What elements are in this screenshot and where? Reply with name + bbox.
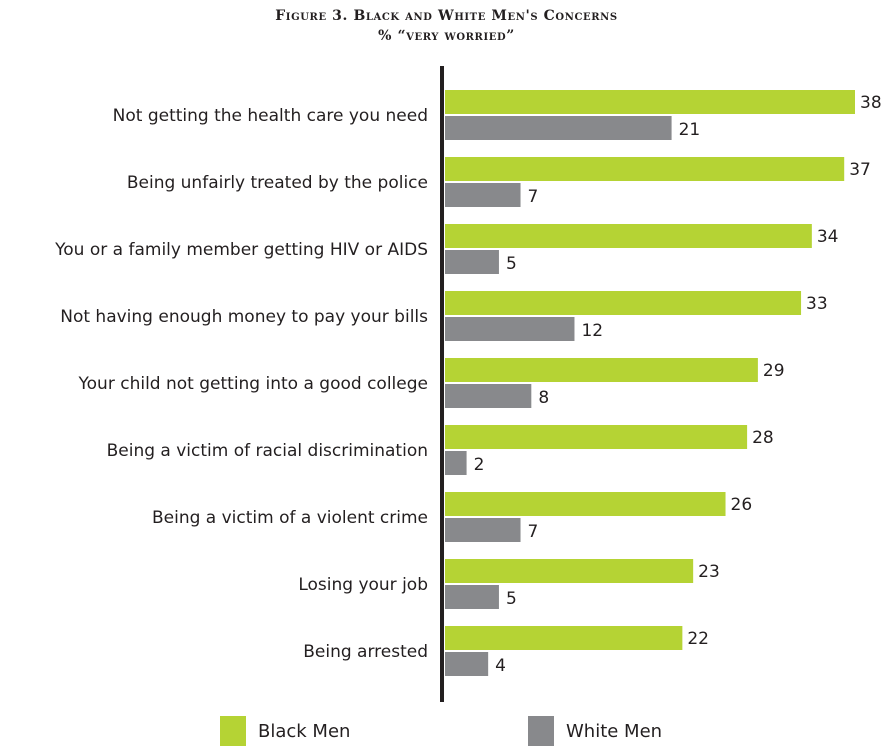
bar-black-men-5 bbox=[445, 358, 758, 382]
value-label-black-men-1: 38 bbox=[860, 93, 882, 113]
legend-swatch-white-men bbox=[528, 716, 554, 746]
value-label-white-men-1: 21 bbox=[679, 120, 701, 140]
category-label-5: Your child not getting into a good colle… bbox=[78, 374, 428, 394]
bar-white-men-2 bbox=[445, 183, 521, 207]
bar-white-men-5 bbox=[445, 384, 532, 408]
value-label-white-men-9: 4 bbox=[495, 656, 506, 676]
value-label-black-men-8: 23 bbox=[698, 562, 720, 582]
category-label-7: Being a victim of a violent crime bbox=[152, 508, 428, 528]
value-label-black-men-2: 37 bbox=[849, 160, 871, 180]
category-label-1: Not getting the health care you need bbox=[113, 106, 428, 126]
value-label-white-men-4: 12 bbox=[581, 321, 603, 341]
category-label-3: You or a family member getting HIV or AI… bbox=[54, 240, 428, 260]
bar-black-men-6 bbox=[445, 425, 748, 449]
value-label-white-men-5: 8 bbox=[538, 388, 549, 408]
legend-label-white-men: White Men bbox=[566, 720, 663, 742]
legend-label-black-men: Black Men bbox=[258, 720, 351, 742]
value-label-white-men-3: 5 bbox=[506, 254, 517, 274]
bar-white-men-9 bbox=[445, 652, 489, 676]
value-label-black-men-6: 28 bbox=[752, 428, 774, 448]
chart-subtitle: % “very worried” bbox=[378, 28, 515, 44]
category-label-2: Being unfairly treated by the police bbox=[127, 173, 428, 193]
category-label-6: Being a victim of racial discrimination bbox=[107, 441, 428, 461]
bar-white-men-4 bbox=[445, 317, 575, 341]
value-label-black-men-9: 22 bbox=[687, 629, 709, 649]
bar-white-men-7 bbox=[445, 518, 521, 542]
value-label-white-men-6: 2 bbox=[474, 455, 485, 475]
bar-black-men-1 bbox=[445, 90, 855, 114]
value-label-black-men-3: 34 bbox=[817, 227, 839, 247]
bar-white-men-6 bbox=[445, 451, 467, 475]
chart-title: Figure 3. Black and White Men's Concerns bbox=[275, 8, 618, 24]
legend-item-black-men: Black Men bbox=[220, 716, 350, 746]
value-label-white-men-8: 5 bbox=[506, 589, 517, 609]
bar-black-men-9 bbox=[445, 626, 683, 650]
legend-swatch-black-men bbox=[220, 716, 246, 746]
bar-black-men-4 bbox=[445, 291, 802, 315]
value-label-white-men-7: 7 bbox=[528, 522, 539, 542]
bar-white-men-8 bbox=[445, 585, 499, 609]
bar-black-men-2 bbox=[445, 157, 845, 181]
bar-white-men-1 bbox=[445, 116, 672, 140]
category-label-8: Losing your job bbox=[298, 575, 428, 595]
bar-black-men-8 bbox=[445, 559, 694, 583]
bar-white-men-3 bbox=[445, 250, 499, 274]
bar-black-men-7 bbox=[445, 492, 726, 516]
value-label-black-men-4: 33 bbox=[806, 294, 828, 314]
value-label-black-men-5: 29 bbox=[763, 361, 785, 381]
legend-item-white-men: White Men bbox=[528, 716, 662, 746]
bar-black-men-3 bbox=[445, 224, 812, 248]
category-label-4: Not having enough money to pay your bill… bbox=[60, 307, 428, 327]
value-label-black-men-7: 26 bbox=[731, 495, 753, 515]
category-label-9: Being arrested bbox=[303, 642, 428, 662]
value-label-white-men-2: 7 bbox=[528, 187, 539, 207]
chart-title-block: Figure 3. Black and White Men's Concerns… bbox=[0, 6, 893, 46]
